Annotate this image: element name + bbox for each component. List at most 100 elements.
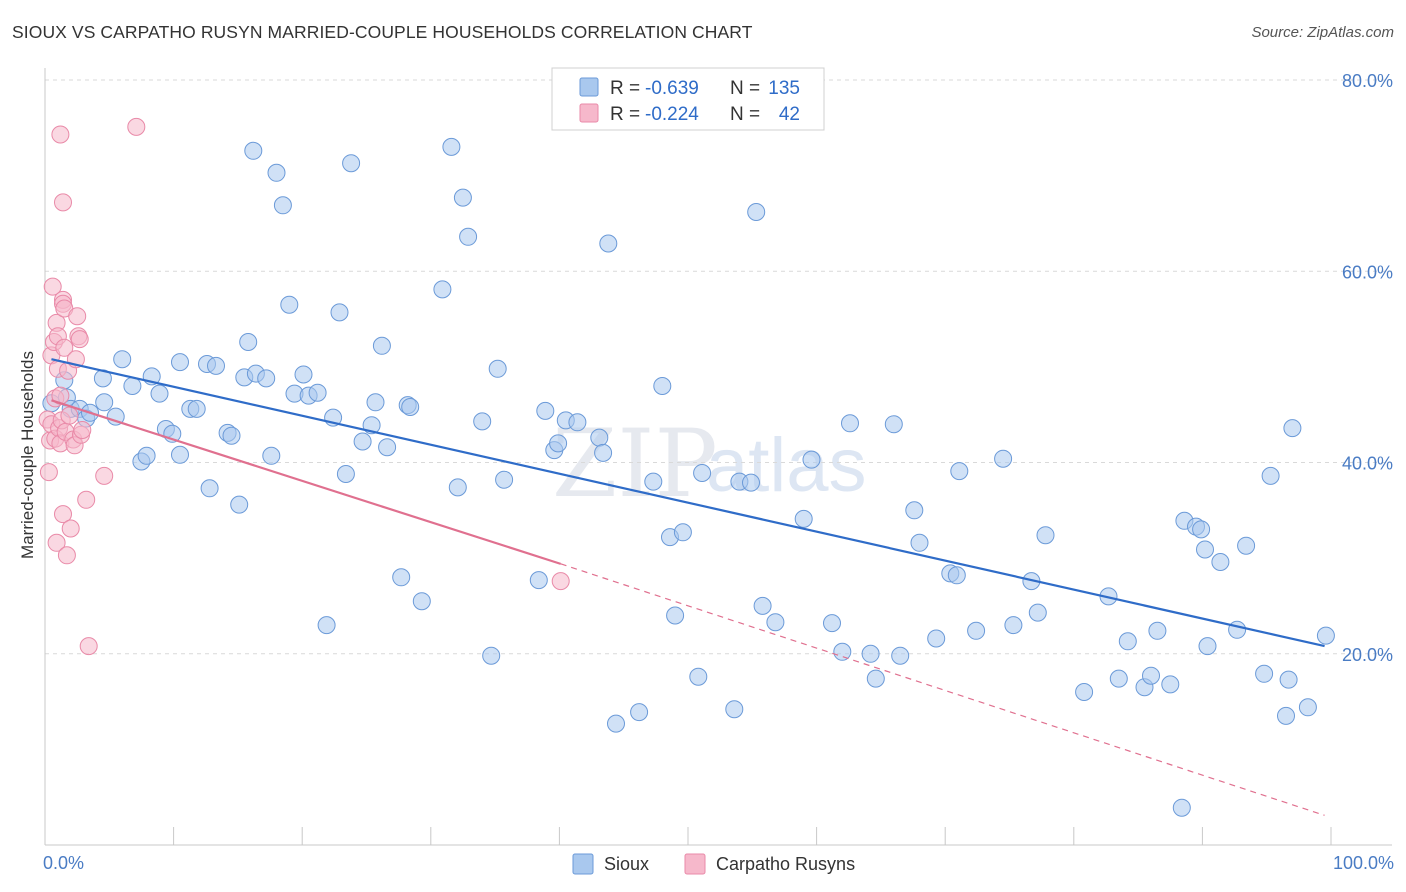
- sioux-point: [599, 234, 618, 253]
- sioux-point: [280, 295, 299, 314]
- sioux-point: [1316, 626, 1335, 645]
- sioux-point: [488, 359, 507, 378]
- sioux-point: [1004, 616, 1023, 635]
- sioux-point: [200, 479, 219, 498]
- sioux-point: [106, 407, 125, 426]
- sioux-point: [482, 646, 501, 665]
- carpatho-trend-line: [51, 399, 562, 565]
- sioux-point: [536, 401, 555, 420]
- sioux-point: [529, 571, 548, 590]
- sioux-point: [378, 438, 397, 457]
- x-tick-label-min: 0.0%: [43, 853, 84, 873]
- sioux-point: [230, 495, 249, 514]
- sioux-point: [910, 533, 929, 552]
- legend-r-value-carpatho: -0.224: [645, 104, 699, 125]
- sioux-point: [1192, 520, 1211, 539]
- sioux-point: [137, 446, 156, 465]
- sioux-point: [262, 446, 281, 465]
- sioux-point: [742, 473, 760, 492]
- legend-n-label-sioux: N =: [730, 78, 760, 99]
- sioux-point: [1172, 798, 1191, 817]
- sioux-point: [342, 154, 361, 173]
- sioux-point: [693, 464, 712, 482]
- sioux-point: [994, 449, 1013, 468]
- sioux-point: [630, 703, 649, 722]
- trend-lines: [51, 358, 1325, 816]
- sioux-point: [459, 227, 478, 246]
- sioux-point: [336, 465, 355, 483]
- sioux-point: [1148, 621, 1167, 640]
- grid-lines: [45, 79, 1392, 655]
- carpatho-point: [55, 338, 74, 357]
- sioux-point: [433, 280, 452, 299]
- sioux-point: [294, 365, 313, 384]
- sioux-point: [113, 350, 132, 369]
- sioux-point: [861, 644, 880, 663]
- sioux-point: [947, 566, 966, 585]
- sioux-point: [549, 434, 568, 453]
- sioux-point: [1036, 526, 1055, 545]
- legend-swatch-carpatho: [579, 103, 599, 123]
- sioux-point: [802, 450, 821, 469]
- carpatho-point: [47, 533, 66, 552]
- sioux-point: [841, 414, 859, 433]
- sioux-point: [753, 596, 772, 615]
- sioux-point: [594, 443, 613, 462]
- sioux-point: [442, 137, 461, 156]
- sioux-point: [653, 377, 672, 395]
- sioux-point: [366, 393, 385, 412]
- sioux-point: [239, 333, 258, 351]
- sioux-point: [794, 509, 813, 528]
- legend-n-value-sioux: 135: [768, 78, 800, 99]
- carpatho-point: [77, 490, 96, 509]
- bottom-legend-swatch-sioux: [572, 853, 594, 875]
- carpatho-point: [51, 125, 70, 144]
- sioux-point: [1161, 675, 1180, 694]
- x-axis-ticks: [44, 827, 1332, 845]
- sioux-point: [725, 700, 744, 719]
- sioux-point: [273, 196, 292, 215]
- sioux-point: [666, 606, 685, 625]
- sioux-point: [257, 369, 276, 388]
- legend-n-label-carpatho: N =: [730, 104, 760, 125]
- legend-swatch-sioux: [579, 77, 599, 97]
- sioux-point: [330, 303, 349, 322]
- sioux-point: [1261, 466, 1280, 485]
- carpatho-point: [551, 572, 570, 591]
- sioux-point: [1277, 706, 1295, 725]
- sioux-point: [1118, 632, 1137, 651]
- y-tick-label: 20.0%: [1342, 645, 1393, 665]
- sioux-point: [317, 616, 336, 635]
- carpatho-trend-extension: [560, 563, 1325, 816]
- sioux-point: [353, 432, 372, 451]
- sioux-point: [950, 462, 969, 481]
- legend-n-value-carpatho: 42: [779, 104, 800, 125]
- carpatho-point: [79, 637, 98, 656]
- carpatho-point: [70, 330, 89, 349]
- carpatho-point: [68, 307, 87, 326]
- sioux-point: [927, 629, 946, 648]
- carpatho-point: [95, 466, 114, 485]
- carpatho-point: [73, 421, 92, 439]
- legend-bottom: Sioux Carpatho Rusyns: [572, 853, 855, 875]
- sioux-point: [150, 384, 169, 403]
- y-tick-label: 80.0%: [1342, 71, 1393, 91]
- sioux-point: [891, 646, 910, 665]
- sioux-point: [1028, 603, 1047, 622]
- watermark-atlas: atlas: [706, 423, 867, 508]
- sioux-point: [392, 568, 411, 587]
- sioux-point: [244, 141, 263, 160]
- sioux-point: [95, 393, 114, 412]
- sioux-point: [473, 412, 492, 431]
- sioux-point: [866, 669, 885, 688]
- sioux-point: [448, 478, 467, 497]
- y-tick-label: 40.0%: [1342, 454, 1393, 474]
- sioux-point: [607, 714, 625, 733]
- y-tick-label: 60.0%: [1342, 262, 1393, 282]
- sioux-point: [644, 472, 663, 491]
- carpatho-point: [60, 406, 79, 425]
- sioux-point: [123, 377, 142, 395]
- sioux-point: [1211, 553, 1230, 571]
- sioux-point: [372, 336, 391, 355]
